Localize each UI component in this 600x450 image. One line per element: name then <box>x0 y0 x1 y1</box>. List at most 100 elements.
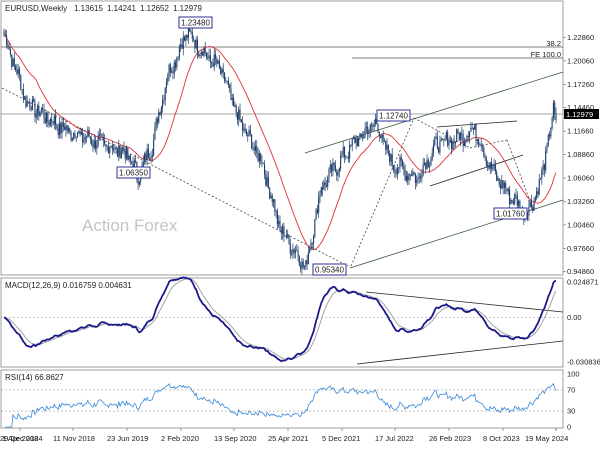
candle-body <box>301 261 303 269</box>
candle-body <box>97 135 99 145</box>
candle-body <box>356 138 358 147</box>
candle-body <box>74 133 76 138</box>
candle-body <box>374 118 376 124</box>
candle-body <box>528 206 530 216</box>
candle-body <box>93 140 95 148</box>
candle-body <box>66 125 68 131</box>
candle-body <box>386 144 388 150</box>
candle-body <box>484 155 486 158</box>
candle-body <box>412 172 414 176</box>
candle-body <box>435 136 437 138</box>
moving-average-line <box>3 34 557 251</box>
candle-body <box>519 200 521 215</box>
candle-body <box>234 105 236 107</box>
candle-body <box>33 99 35 103</box>
price-label-1-01760: 1.01760 <box>493 207 528 220</box>
candle-body <box>358 138 360 147</box>
rsi-y-tick-label: 100 <box>567 370 580 379</box>
candle-body <box>289 243 291 254</box>
candle-body <box>229 84 231 89</box>
candle-body <box>220 67 222 74</box>
candle-body <box>104 140 106 145</box>
candle-body <box>546 145 548 151</box>
candle-body <box>73 133 75 139</box>
candle-body <box>38 105 40 117</box>
candle-body <box>279 221 281 231</box>
candle-body <box>337 171 339 176</box>
candle-body <box>444 138 446 140</box>
candle-body <box>512 201 514 204</box>
candle-body <box>380 135 382 138</box>
candle-body <box>472 128 475 130</box>
candle-body <box>449 139 451 143</box>
candle-body <box>409 174 411 176</box>
candle-body <box>292 249 294 255</box>
candle-body <box>7 44 9 47</box>
channel-upper-line <box>304 71 564 154</box>
candle-body <box>91 139 93 145</box>
candle-body <box>514 194 516 204</box>
candle-body <box>55 115 57 125</box>
candle-body <box>178 47 180 58</box>
candle-body <box>488 165 490 169</box>
wave-line-1 <box>350 117 415 267</box>
candle-body <box>334 165 337 172</box>
candle-body <box>291 253 293 255</box>
candle-body <box>62 122 64 127</box>
candle-body <box>153 139 155 156</box>
candle-body <box>440 139 442 142</box>
candle-body <box>256 146 258 153</box>
price-y-tick-label: 0.94860 <box>567 267 594 276</box>
candle-body <box>31 99 33 110</box>
macd-line <box>3 276 556 363</box>
candle-body <box>203 48 205 56</box>
candle-body <box>463 142 465 147</box>
price-y-tick-label: 1.22860 <box>567 33 594 42</box>
candle-body <box>460 133 462 140</box>
moving-average-layer <box>3 34 557 251</box>
x-tick-label: 29 Dec 2024 <box>0 434 43 443</box>
candle-body <box>453 140 455 144</box>
candle-body <box>223 72 226 81</box>
candle-body <box>392 165 395 170</box>
candle-body <box>352 137 355 140</box>
candle-body <box>96 144 98 149</box>
x-tick-label: 11 Nov 2018 <box>53 434 95 443</box>
candle-body <box>110 146 112 148</box>
candle-body <box>83 139 85 143</box>
candle-body <box>213 54 215 67</box>
candle-body <box>551 117 553 128</box>
candle-body <box>151 155 153 158</box>
candle-body <box>176 58 178 68</box>
candle-body <box>114 147 116 150</box>
candle-body <box>416 179 418 183</box>
y-axis-labels: 1.22860 1.20060 1.17260 1.14460 1.11660 1.088… <box>563 33 600 432</box>
candle-body <box>30 106 32 110</box>
candle-body <box>441 139 444 141</box>
candle-body <box>80 132 82 135</box>
candle-body <box>493 164 495 169</box>
candle-body <box>539 178 542 180</box>
candle-body <box>164 87 166 100</box>
candle-body <box>408 174 410 181</box>
candle-body <box>332 162 334 172</box>
candle-body <box>265 174 267 186</box>
candle-body <box>541 169 543 179</box>
candle-body <box>182 36 184 49</box>
candle-body <box>8 46 10 50</box>
candle-body <box>56 124 58 129</box>
candle-body <box>327 177 329 187</box>
candle-body <box>207 57 209 59</box>
candle-body <box>494 164 496 172</box>
candle-body <box>53 115 55 124</box>
candle-body <box>368 130 370 134</box>
fib-382-label: 38.2 <box>546 39 561 48</box>
last-price-tag: 1.12979 <box>564 109 599 119</box>
candle-body <box>159 112 161 115</box>
candle-body <box>230 88 232 100</box>
price-panel-title: EURUSD,Weekly <box>5 4 67 13</box>
macd-y-tick-label: -0.030836 <box>567 358 600 367</box>
candle-body <box>346 156 348 158</box>
x-tick-label: 1 Apr 2018 <box>2 434 38 443</box>
candle-body <box>481 146 484 148</box>
